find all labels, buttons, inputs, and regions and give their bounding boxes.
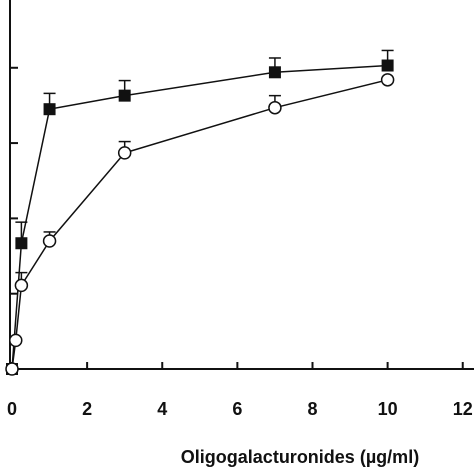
marker [42,234,57,248]
marker [117,146,132,160]
x-tick-label: 6 [232,399,242,419]
x-tick-label: 4 [157,399,167,419]
marker [268,66,281,79]
x-tick-label: 10 [378,399,398,419]
series-line [11,79,388,370]
marker [15,237,28,250]
marker [5,362,19,376]
x-tick-label: 12 [453,399,473,419]
series-line [11,64,388,370]
x-axis-label: Oligogalacturonides (µg/ml) [181,447,419,467]
x-tick-label: 2 [82,399,92,419]
marker [380,73,395,87]
marker [9,333,23,348]
marker [381,59,394,72]
x-tick-label: 0 [7,399,17,419]
marker [43,103,56,116]
x-tick-label: 8 [307,399,317,419]
marker [118,89,131,102]
marker [14,278,29,293]
marker [268,100,282,115]
